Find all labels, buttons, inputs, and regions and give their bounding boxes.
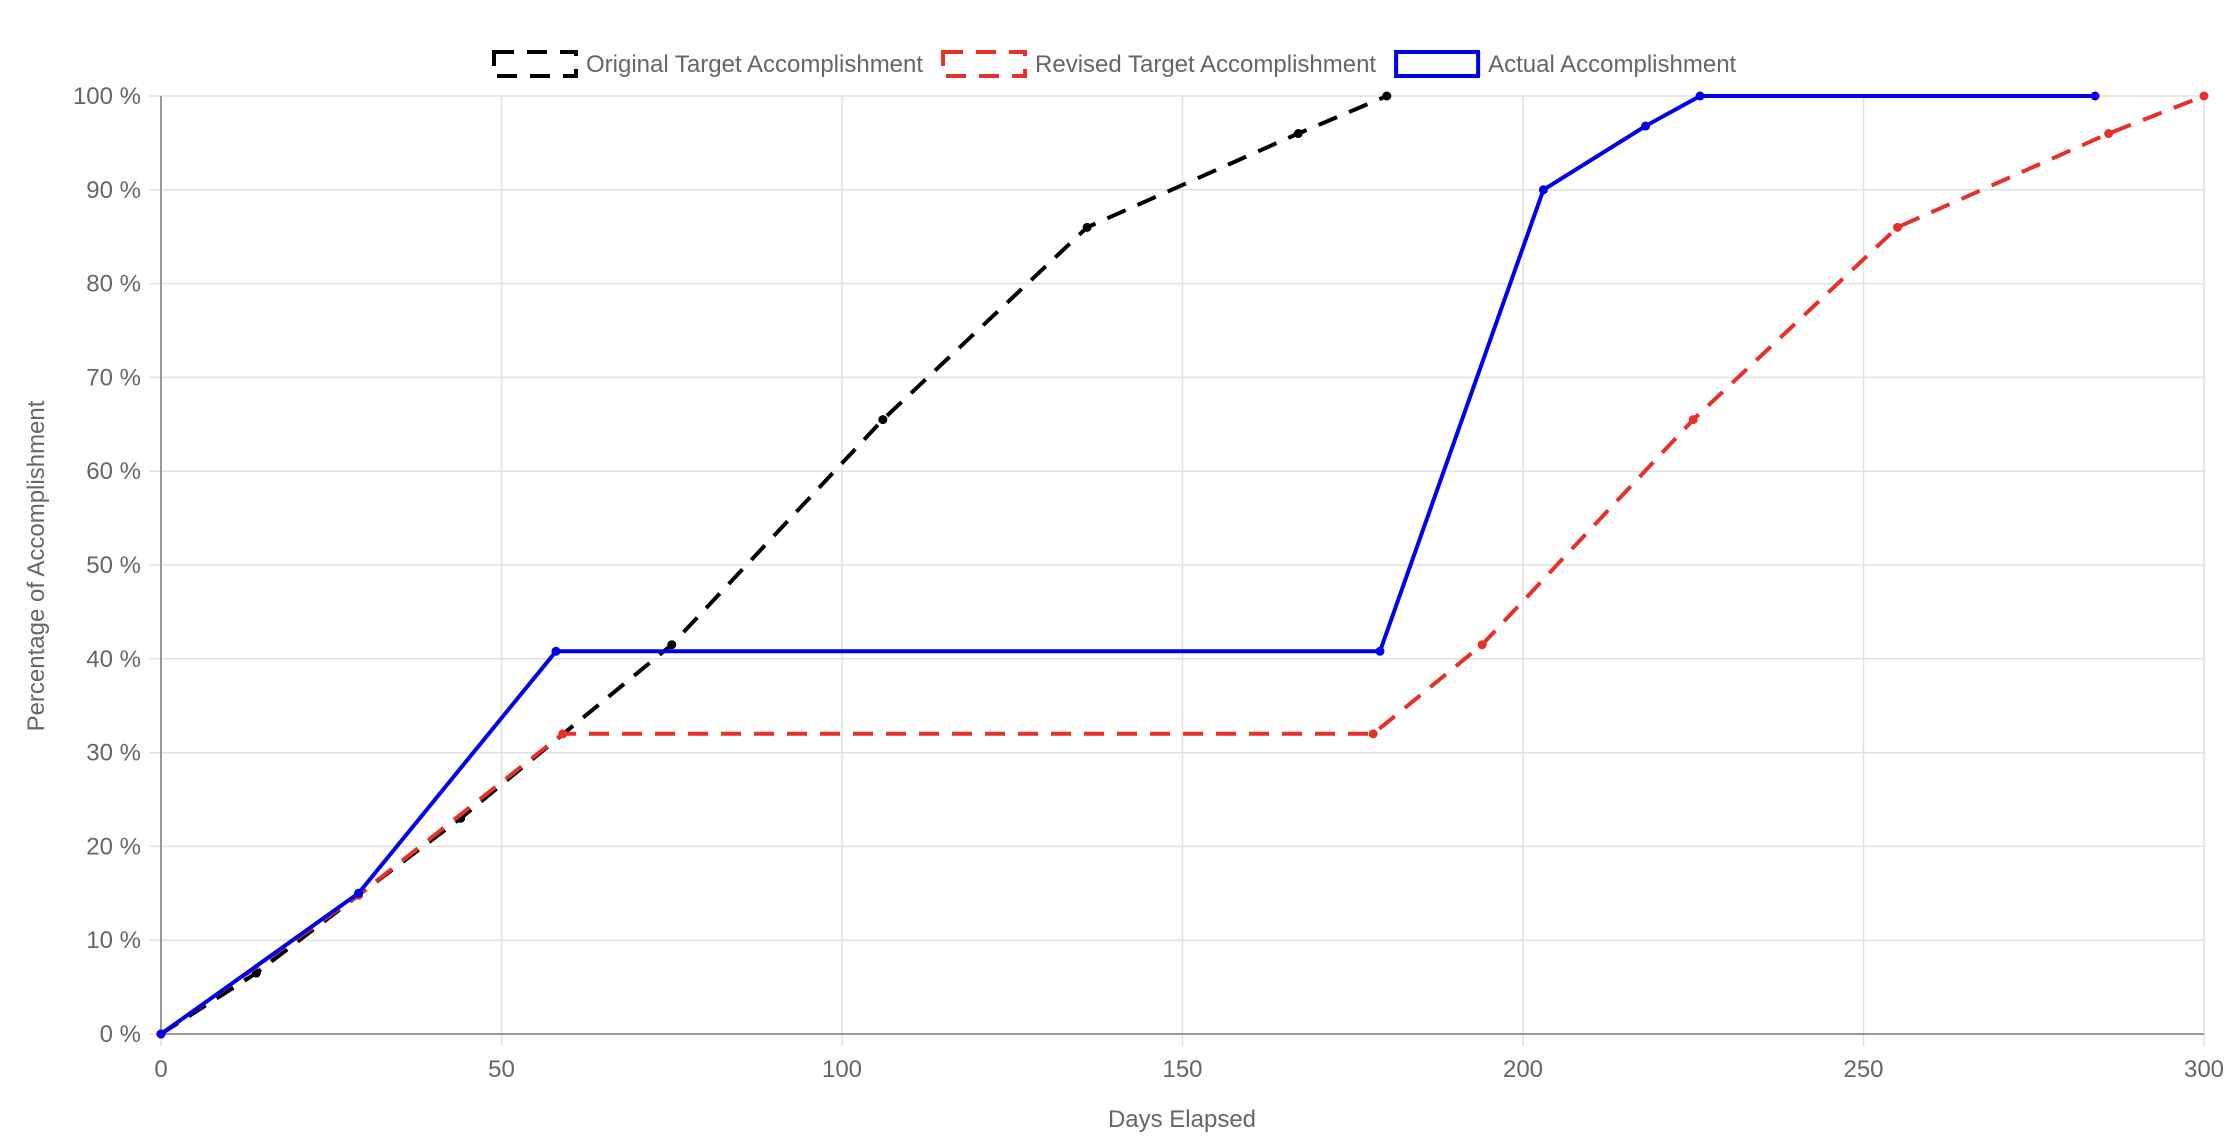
- data-point[interactable]: [558, 729, 568, 739]
- data-point[interactable]: [1382, 91, 1392, 101]
- y-tick-label: 60 %: [86, 458, 141, 485]
- x-tick-label: 300: [2184, 1056, 2224, 1083]
- data-point[interactable]: [2104, 129, 2114, 139]
- data-point[interactable]: [1538, 185, 1548, 195]
- y-tick-label: 100 %: [73, 83, 141, 110]
- data-point[interactable]: [667, 640, 677, 650]
- legend-item[interactable]: Revised Target Accomplishment: [941, 50, 1376, 78]
- legend-item[interactable]: Original Target Accomplishment: [492, 50, 923, 78]
- x-tick-label: 100: [822, 1056, 862, 1083]
- data-point[interactable]: [551, 646, 561, 656]
- x-tick-label: 0: [154, 1056, 167, 1083]
- data-point[interactable]: [2090, 91, 2100, 101]
- data-point[interactable]: [156, 1029, 166, 1039]
- series-line: [159, 94, 2095, 1036]
- legend-item[interactable]: Actual Accomplishment: [1394, 50, 1737, 78]
- axes: 0 % 10 % 20 % 30 % 40 % 50 % 60 % 70 % 80 % 90 % 1…: [73, 83, 2224, 1083]
- data-point[interactable]: [1641, 121, 1651, 131]
- legend-swatch: [1394, 50, 1481, 78]
- y-axis-title: Percentage of Accomplishment: [23, 400, 50, 731]
- data-point[interactable]: [1368, 729, 1378, 739]
- x-tick-label: 150: [1162, 1056, 1202, 1083]
- data-point[interactable]: [353, 888, 363, 898]
- y-tick-label: 80 %: [86, 271, 141, 298]
- x-tick-label: 200: [1503, 1056, 1543, 1083]
- data-point[interactable]: [1477, 640, 1487, 650]
- y-tick-label: 70 %: [86, 364, 141, 391]
- data-point[interactable]: [1293, 129, 1303, 139]
- series-lines: [156, 91, 2209, 1039]
- data-point[interactable]: [1375, 646, 1385, 656]
- x-tick-label: 50: [488, 1056, 515, 1083]
- legend-label: Original Target Accomplishment: [586, 51, 923, 78]
- legend-swatch: [492, 50, 578, 78]
- series-group: [156, 91, 2100, 1039]
- x-axis-title: Days Elapsed: [1108, 1106, 1256, 1133]
- y-tick-label: 10 %: [86, 927, 141, 954]
- legend-swatch: [941, 50, 1028, 78]
- data-point[interactable]: [2199, 91, 2209, 101]
- y-tick-label: 90 %: [86, 177, 141, 204]
- y-tick-label: 50 %: [86, 552, 141, 579]
- y-tick-label: 40 %: [86, 646, 141, 673]
- legend[interactable]: Original Target Accomplishment Revised Ta…: [492, 50, 1737, 78]
- data-point[interactable]: [878, 415, 888, 425]
- legend-label: Revised Target Accomplishment: [1035, 51, 1376, 78]
- legend-label: Actual Accomplishment: [1488, 51, 1736, 78]
- y-tick-label: 20 %: [86, 833, 141, 860]
- x-tick-label: 250: [1843, 1056, 1883, 1083]
- y-tick-label: 0 %: [100, 1021, 141, 1048]
- data-point[interactable]: [1695, 91, 1705, 101]
- data-point[interactable]: [1082, 222, 1092, 232]
- data-point[interactable]: [1893, 222, 1903, 232]
- y-tick-label: 30 %: [86, 740, 141, 767]
- data-point[interactable]: [1688, 415, 1698, 425]
- grid: [149, 95, 2205, 1046]
